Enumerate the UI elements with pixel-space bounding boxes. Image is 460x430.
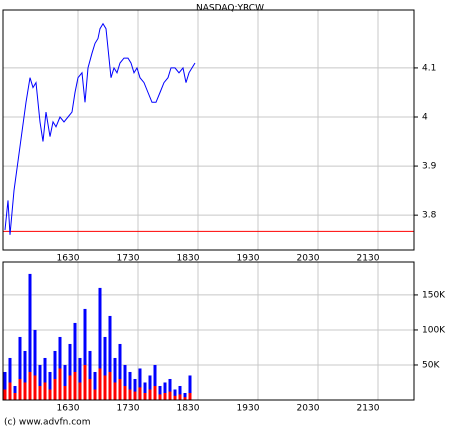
x-tick-label: 1830: [177, 404, 200, 414]
volume-bar: [113, 357, 117, 400]
volume-bar: [53, 350, 57, 400]
x-tick-label: 2030: [297, 254, 320, 264]
y-tick-label: 3.9: [422, 162, 437, 172]
volume-bar: [108, 371, 112, 400]
volume-bar: [83, 364, 87, 400]
volume-bar: [43, 357, 47, 400]
volume-bar: [168, 391, 172, 400]
x-tick-label: 1730: [117, 404, 140, 414]
volume-bar: [168, 378, 172, 400]
volume-bar: [83, 308, 87, 400]
volume-bar: [163, 382, 167, 400]
volume-bar: [78, 382, 82, 400]
volume-bar: [23, 382, 27, 400]
volume-bar: [93, 371, 97, 400]
volume-bar: [13, 392, 17, 400]
volume-bar: [138, 368, 142, 400]
volume-bar: [158, 385, 162, 400]
volume-bar: [133, 378, 137, 400]
volume-bar: [138, 387, 142, 400]
volume-bar: [18, 378, 22, 400]
volume-bar: [153, 385, 157, 400]
volume-bar: [3, 389, 7, 400]
volume-bar: [78, 357, 82, 400]
volume-bar: [123, 364, 127, 400]
volume-bar: [108, 315, 112, 400]
volume-bar: [48, 371, 52, 400]
footer: (c) www.advfn.com: [4, 418, 90, 428]
volume-bar: [53, 378, 57, 400]
volume-bar: [158, 394, 162, 400]
volume-bar: [123, 385, 127, 400]
volume-bar: [98, 287, 102, 400]
volume-bar: [163, 392, 167, 400]
volume-bar: [3, 371, 7, 400]
volume-bar: [18, 336, 22, 400]
volume-bar: [48, 389, 52, 400]
volume-bar: [183, 392, 187, 400]
x-tick-label: 2130: [357, 254, 380, 264]
y-tick-label: 100K: [422, 325, 446, 335]
volume-bar: [88, 350, 92, 400]
volume-bar: [148, 375, 152, 400]
volume-bar: [133, 391, 137, 400]
volume-bar: [173, 389, 177, 400]
volume-bar: [33, 375, 37, 400]
volume-bar: [73, 371, 77, 400]
y-tick-label: 4.1: [422, 63, 436, 73]
volume-bar: [93, 389, 97, 400]
x-tick-label: 2130: [357, 404, 380, 414]
x-tick-label: 1930: [237, 404, 260, 414]
plot-frame: [2, 261, 415, 401]
x-tick-label: 1630: [57, 254, 80, 264]
volume-bar: [8, 382, 12, 400]
volume-bar: [113, 382, 117, 400]
x-tick-label: 1730: [117, 254, 140, 264]
y-tick-label: 4: [422, 112, 428, 122]
volume-bar: [118, 378, 122, 400]
chart-title: NASDAQ:YRCW: [196, 4, 264, 14]
volume-bar: [153, 364, 157, 400]
x-tick-label: 1930: [237, 254, 260, 264]
x-tick-label: 1830: [177, 254, 200, 264]
volume-bar: [98, 368, 102, 400]
volume-bar: [118, 343, 122, 400]
volume-bar: [128, 371, 132, 400]
y-tick-label: 3.8: [422, 211, 437, 221]
volume-bar: [43, 382, 47, 400]
volume-bar: [178, 385, 182, 400]
volume-bar: [88, 378, 92, 400]
volume-bar: [28, 371, 32, 400]
volume-bar: [128, 389, 132, 400]
y-tick-label: 150K: [422, 290, 446, 300]
volume-bar: [173, 395, 177, 400]
volume-bar: [33, 329, 37, 400]
volume-bar: [188, 375, 192, 400]
volume-bar: [148, 389, 152, 400]
volume-bar: [58, 368, 62, 400]
volume-bar: [38, 385, 42, 400]
y-tick-label: 50K: [422, 360, 440, 370]
price-line: [4, 22, 196, 235]
plot-frame: [2, 9, 415, 251]
volume-bar: [183, 397, 187, 400]
x-tick-label: 1630: [57, 404, 80, 414]
volume-bar: [143, 382, 147, 400]
volume-bar: [178, 394, 182, 400]
volume-bar: [103, 336, 107, 400]
volume-bar: [23, 350, 27, 400]
volume-bar: [103, 375, 107, 400]
volume-bar: [28, 273, 32, 400]
volume-bar: [63, 385, 67, 400]
volume-bar: [68, 375, 72, 400]
volume-bar: [68, 343, 72, 400]
x-tick-label: 2030: [297, 404, 320, 414]
volume-bar: [8, 357, 12, 400]
volume-bar: [143, 392, 147, 400]
volume-bar: [188, 392, 192, 400]
volume-bar: [73, 322, 77, 400]
volume-bar: [63, 364, 67, 400]
volume-bar: [38, 364, 42, 400]
